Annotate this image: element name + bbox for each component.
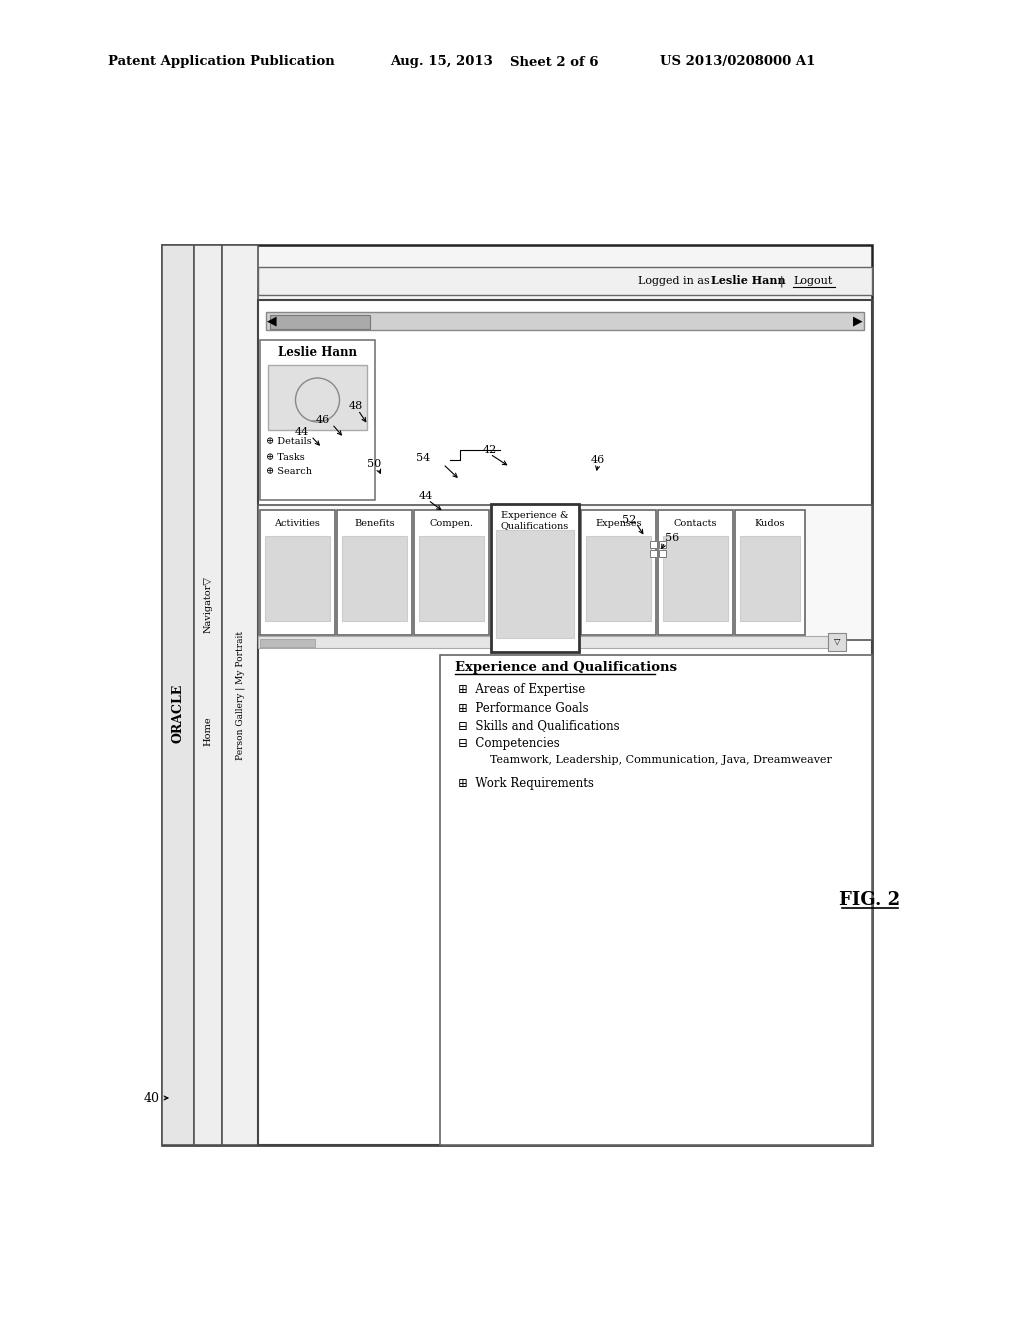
Bar (735, 510, 805, 635)
Bar (162, 246, 194, 1144)
Bar (414, 510, 489, 635)
Text: Logged in as: Logged in as (638, 276, 714, 286)
Text: Logout: Logout (793, 276, 833, 286)
Text: Person Gallery | My Portrait: Person Gallery | My Portrait (236, 631, 245, 759)
Text: 44: 44 (419, 491, 433, 502)
Bar (258, 267, 872, 294)
Text: Sheet 2 of 6: Sheet 2 of 6 (510, 55, 598, 69)
Text: ⊟  Competencies: ⊟ Competencies (458, 738, 560, 751)
Text: Compen.: Compen. (429, 520, 473, 528)
Text: ⊞  Performance Goals: ⊞ Performance Goals (458, 701, 589, 714)
Text: Teamwork, Leadership, Communication, Java, Dreamweaver: Teamwork, Leadership, Communication, Jav… (490, 755, 831, 766)
Text: Home: Home (204, 717, 213, 746)
Text: Leslie Hann: Leslie Hann (278, 346, 357, 359)
Bar (419, 536, 484, 620)
Text: ⊞  Work Requirements: ⊞ Work Requirements (458, 776, 594, 789)
Bar (268, 366, 367, 430)
Bar (490, 504, 579, 652)
Text: |: | (773, 276, 791, 286)
Text: US 2013/0208000 A1: US 2013/0208000 A1 (660, 55, 815, 69)
Text: ⊕ Search: ⊕ Search (266, 467, 312, 477)
Bar (659, 541, 666, 548)
Text: ⊟  Skills and Qualifications: ⊟ Skills and Qualifications (458, 719, 620, 733)
Bar (260, 510, 335, 635)
Text: Expenses: Expenses (595, 520, 642, 528)
Text: Contacts: Contacts (674, 520, 717, 528)
Bar (260, 639, 315, 647)
Text: ⊞  Areas of Expertise: ⊞ Areas of Expertise (458, 684, 586, 697)
Text: Navigator▽: Navigator▽ (204, 577, 213, 634)
Bar (658, 510, 733, 635)
Bar (586, 536, 651, 620)
Bar (650, 541, 657, 548)
Bar (828, 634, 846, 651)
Text: ORACLE: ORACLE (171, 684, 184, 743)
Bar (740, 536, 800, 620)
Bar (258, 506, 872, 640)
Text: 48: 48 (349, 401, 364, 411)
Text: 52: 52 (622, 515, 636, 525)
Bar (194, 246, 222, 1144)
Bar (270, 315, 370, 329)
Bar (266, 312, 864, 330)
Bar (663, 536, 728, 620)
Bar (659, 550, 666, 557)
Text: Experience &: Experience & (501, 511, 568, 520)
Text: ⊕ Details: ⊕ Details (266, 437, 311, 446)
Text: ⊕ Tasks: ⊕ Tasks (266, 453, 305, 462)
Bar (650, 550, 657, 557)
Bar (162, 246, 872, 1144)
Text: Kudos: Kudos (755, 520, 785, 528)
Bar (496, 531, 574, 638)
Bar (222, 246, 258, 1144)
Text: Leslie Hann: Leslie Hann (711, 276, 785, 286)
Text: ▶: ▶ (853, 314, 863, 327)
Bar (342, 536, 407, 620)
Bar (337, 510, 412, 635)
Bar (258, 300, 872, 1144)
Text: ◀: ◀ (267, 314, 276, 327)
Bar (260, 341, 375, 500)
Text: 42: 42 (483, 445, 497, 455)
Bar (440, 655, 872, 1144)
Text: 56: 56 (665, 533, 679, 543)
Bar (265, 536, 330, 620)
Text: Patent Application Publication: Patent Application Publication (108, 55, 335, 69)
Bar (258, 636, 828, 648)
Text: 50: 50 (367, 459, 381, 469)
Text: Experience and Qualifications: Experience and Qualifications (455, 660, 677, 673)
Text: 54: 54 (416, 453, 430, 463)
Text: FIG. 2: FIG. 2 (840, 891, 900, 909)
Text: Benefits: Benefits (354, 520, 395, 528)
Text: 44: 44 (295, 426, 309, 437)
Text: 46: 46 (315, 414, 330, 425)
Text: Activities: Activities (274, 520, 321, 528)
Text: 40: 40 (144, 1092, 160, 1105)
Text: 46: 46 (591, 455, 605, 465)
Text: ▽: ▽ (834, 638, 841, 645)
Text: Qualifications: Qualifications (501, 521, 569, 531)
Text: Aug. 15, 2013: Aug. 15, 2013 (390, 55, 493, 69)
Bar (581, 510, 656, 635)
